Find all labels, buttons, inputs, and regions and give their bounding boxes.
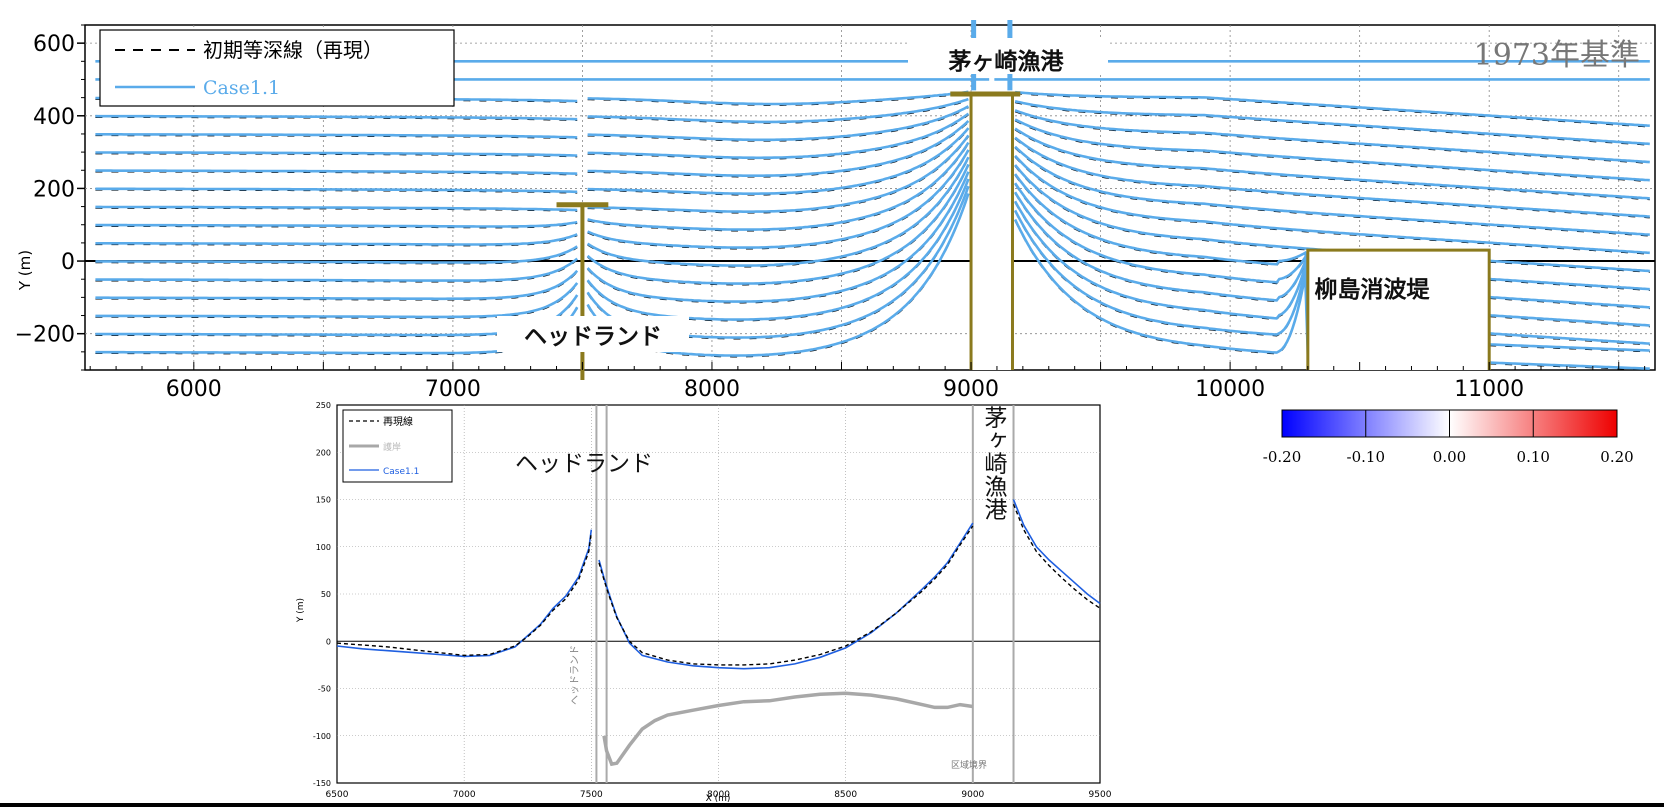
bottom-y-axis-label: Y (m) bbox=[296, 598, 306, 623]
bottom-annotation-fishing-port: 茅ヶ崎漁港 bbox=[980, 406, 1008, 521]
top-x-tick-label: 7000 bbox=[425, 377, 481, 402]
bottom-boundary-label: 区域境界 bbox=[951, 759, 987, 771]
top-ticks: 6000 7000 8000 9000 10000 11000 600 400 200 0 −200 bbox=[15, 24, 1646, 402]
top-y-tick-label: 600 bbox=[33, 32, 75, 57]
colorbar-tick-label: -0.10 bbox=[1347, 448, 1385, 466]
breakwater-area bbox=[1307, 250, 1490, 370]
top-y-tick-label: 200 bbox=[33, 177, 75, 202]
colorbar-tick-label: 0.20 bbox=[1600, 448, 1633, 466]
bottom-y-tick-label: -100 bbox=[313, 732, 331, 741]
bottom-x-tick-label: 9500 bbox=[1089, 790, 1112, 800]
reproduction-shoreline-line bbox=[1012, 503, 1101, 609]
top-x-tick-label: 11000 bbox=[1454, 377, 1524, 402]
bottom-x-tick-label: 7000 bbox=[453, 790, 476, 800]
colorbar-tick-label: -0.20 bbox=[1263, 448, 1301, 466]
colorbar: -0.20 -0.10 0.00 0.10 0.20 bbox=[1263, 409, 1634, 466]
bottom-y-tick-label: -150 bbox=[313, 779, 331, 788]
bottom-grid bbox=[337, 405, 1100, 783]
case-contour-line bbox=[95, 112, 1650, 182]
top-legend: 初期等深線（再現） Case1.1 bbox=[99, 29, 455, 107]
legend2-label-seawall: 護岸 bbox=[383, 441, 401, 453]
case-shoreline-line bbox=[336, 529, 593, 658]
plan-view-chart: 6000 7000 8000 9000 10000 11000 600 400 200 0 −200… bbox=[15, 20, 1656, 402]
bottom-annotation-headland: ヘッドランド bbox=[515, 451, 653, 477]
bottom-series bbox=[336, 499, 1101, 767]
case-contour-line bbox=[95, 178, 1650, 345]
case-contour-line bbox=[95, 134, 1650, 236]
case-contour-line bbox=[95, 171, 1650, 327]
legend2-label-case: Case1.1 bbox=[383, 467, 419, 477]
top-y-tick-label: −200 bbox=[15, 323, 75, 348]
case-contour-line bbox=[95, 119, 1650, 200]
bottom-y-tick-label: 200 bbox=[316, 448, 331, 457]
bottom-x-tick-label: 6500 bbox=[326, 790, 349, 800]
case-shoreline-line bbox=[1012, 499, 1101, 605]
colorbar-tick-label: 0.00 bbox=[1433, 448, 1466, 466]
annotation-headland: ヘッドランド bbox=[524, 324, 662, 350]
shoreline-chart: 6500 7000 7500 8000 8500 9000 9500 250 200 150 100… bbox=[296, 401, 1112, 804]
bottom-y-tick-label: 50 bbox=[321, 590, 331, 599]
top-x-tick-label: 10000 bbox=[1195, 377, 1265, 402]
legend-label-initial: 初期等深線（再現） bbox=[203, 38, 383, 62]
annotation-fishing-port: 茅ヶ崎漁港 bbox=[949, 48, 1065, 75]
bottom-x-tick-label: 8000 bbox=[707, 790, 730, 800]
case-contour-line bbox=[95, 105, 1650, 164]
top-structures bbox=[556, 91, 1491, 380]
reproduction-shoreline-line bbox=[336, 532, 592, 657]
port-gap bbox=[971, 94, 1013, 370]
headland-label-bg bbox=[497, 316, 689, 352]
seawall-line bbox=[602, 691, 974, 767]
colorbar-ticks: -0.20 -0.10 0.00 0.10 0.20 bbox=[1263, 410, 1634, 466]
bottom-legend: 再現線 護岸 Case1.1 bbox=[342, 409, 453, 483]
case-contour-line bbox=[95, 141, 1650, 255]
top-x-tick-label: 8000 bbox=[684, 377, 740, 402]
bottom-ticks: 6500 7000 7500 8000 8500 9000 9500 250 200 150 100… bbox=[313, 401, 1112, 800]
top-y-axis-label: Y (m) bbox=[16, 250, 34, 291]
top-y-tick-label: 0 bbox=[61, 250, 75, 275]
bottom-x-axis-label: X (m) bbox=[706, 794, 731, 803]
top-x-tick-label: 6000 bbox=[166, 377, 222, 402]
legend2-label-reproduction: 再現線 bbox=[383, 415, 413, 428]
bottom-y-tick-label: 100 bbox=[316, 543, 331, 552]
bottom-y-tick-label: -50 bbox=[318, 685, 331, 694]
bottom-y-tick-label: 0 bbox=[326, 637, 331, 646]
case-contour-line bbox=[95, 193, 1650, 370]
bottom-x-tick-label: 9000 bbox=[961, 790, 984, 800]
bottom-y-tick-label: 150 bbox=[316, 496, 331, 505]
port-label-bg bbox=[908, 38, 1108, 74]
bottom-vertical-headland-label: ヘッドランド bbox=[569, 645, 581, 705]
top-baseline-year-label: 1973年基準 bbox=[1474, 38, 1640, 73]
case-contour-line bbox=[95, 97, 1650, 146]
case-contour-line bbox=[95, 156, 1650, 291]
top-legend-box bbox=[99, 29, 455, 107]
breakwater-outline bbox=[1306, 248, 1491, 370]
top-y-tick-label: 400 bbox=[33, 105, 75, 130]
bottom-y-tick-label: 250 bbox=[316, 401, 331, 410]
legend-label-case: Case1.1 bbox=[203, 77, 280, 99]
case-contour-line bbox=[95, 127, 1650, 218]
top-x-tick-label: 9000 bbox=[943, 377, 999, 402]
reproduction-shoreline-line bbox=[598, 525, 974, 666]
case-contour-line bbox=[95, 185, 1650, 352]
bottom-x-tick-label: 7500 bbox=[580, 790, 603, 800]
annotation-breakwater: 柳島消波堤 bbox=[1315, 276, 1431, 303]
case-contour-line bbox=[95, 163, 1650, 309]
colorbar-tick-label: 0.10 bbox=[1517, 448, 1550, 466]
bottom-x-tick-label: 8500 bbox=[834, 790, 857, 800]
